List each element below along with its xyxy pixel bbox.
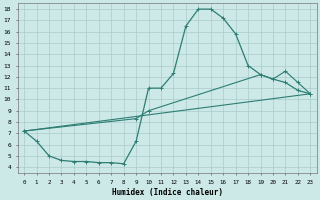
X-axis label: Humidex (Indice chaleur): Humidex (Indice chaleur): [112, 188, 223, 197]
